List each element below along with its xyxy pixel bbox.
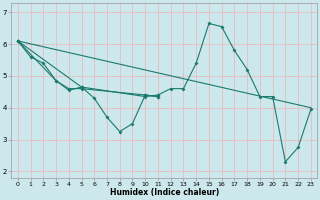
X-axis label: Humidex (Indice chaleur): Humidex (Indice chaleur) <box>110 188 219 197</box>
